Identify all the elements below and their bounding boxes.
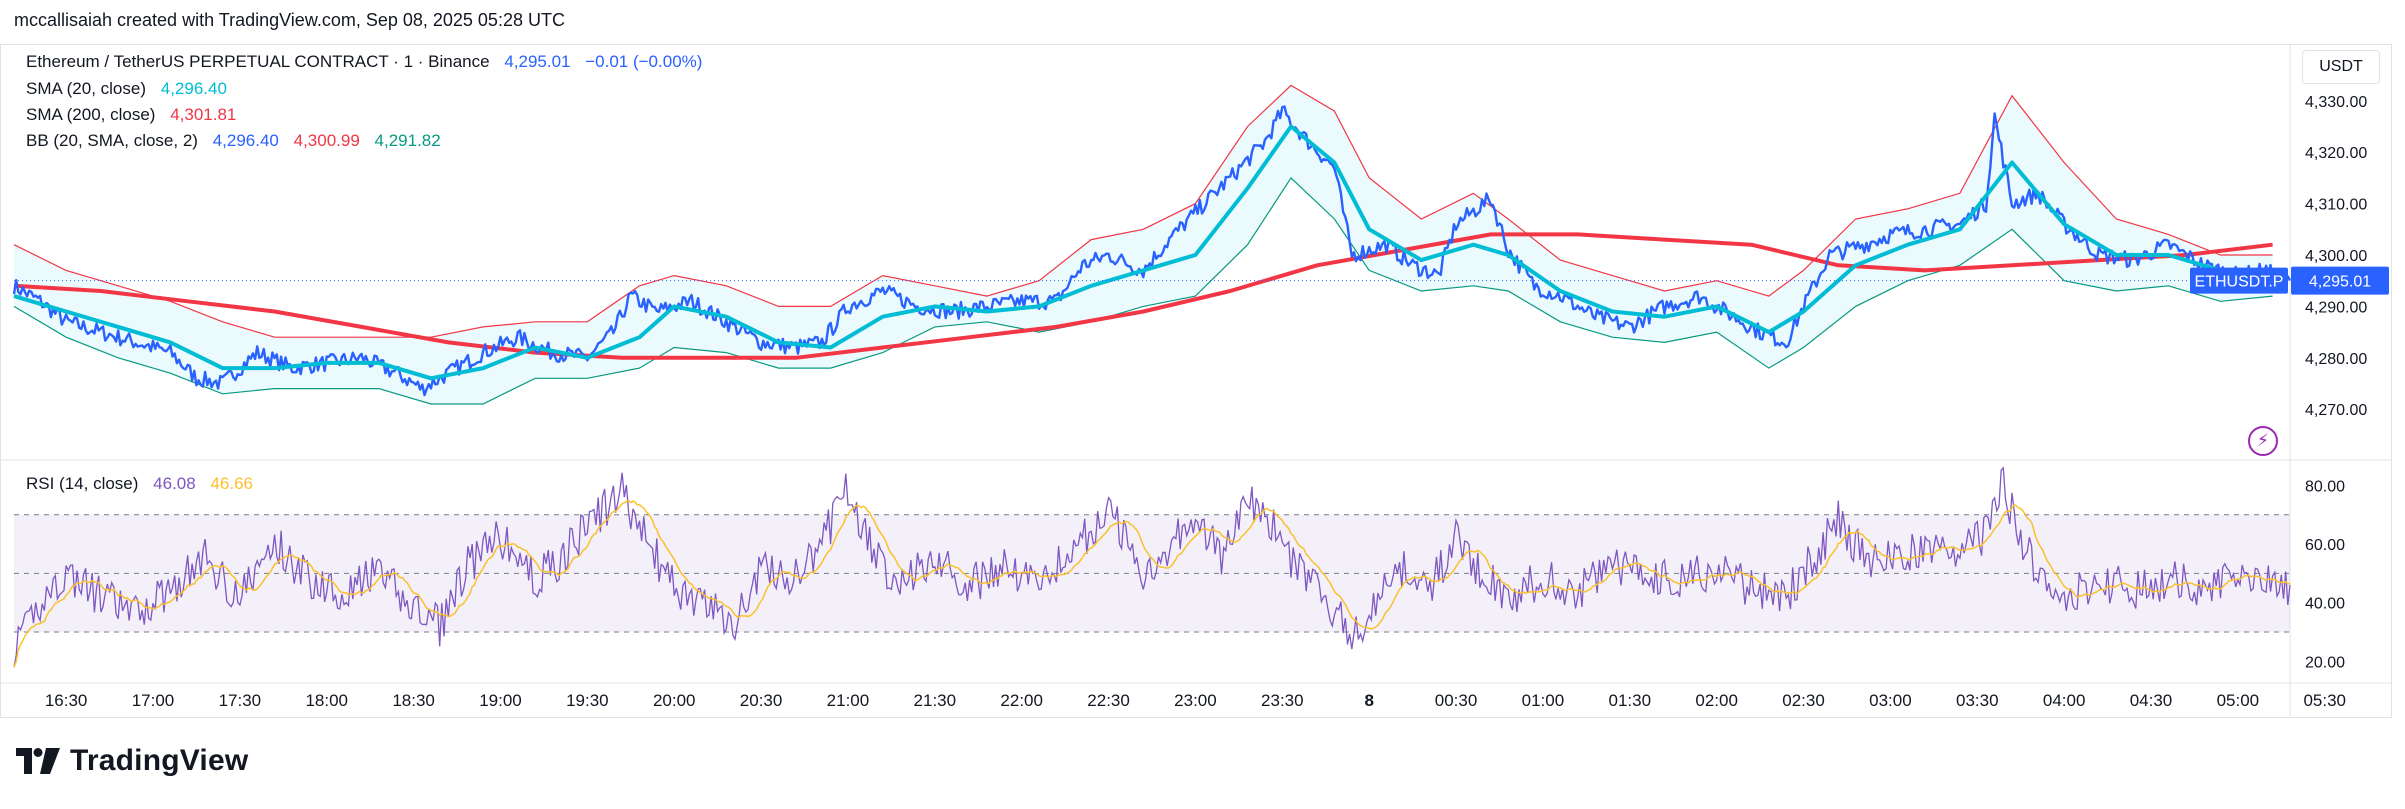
sma20-legend[interactable]: SMA (20, close) 4,296.40 [26, 79, 237, 99]
symbol-legend[interactable]: Ethereum / TetherUS PERPETUAL CONTRACT ·… [26, 52, 712, 72]
rsi-legend[interactable]: RSI (14, close) 46.08 46.66 [26, 474, 263, 494]
lightning-bolt-icon[interactable]: ⚡ [2248, 426, 2278, 456]
sma200-value: 4,301.81 [170, 105, 237, 124]
sma200-legend[interactable]: SMA (200, close) 4,301.81 [26, 105, 246, 125]
sma200-label: SMA (200, close) [26, 105, 156, 124]
sma20-value: 4,296.40 [160, 79, 227, 98]
last-price-value: 4,295.01 [504, 52, 571, 71]
rsi-label: RSI (14, close) [26, 474, 139, 493]
sma20-label: SMA (20, close) [26, 79, 146, 98]
bollinger-legend[interactable]: BB (20, SMA, close, 2) 4,296.40 4,300.99… [26, 131, 451, 151]
symbol-title: Ethereum / TetherUS PERPETUAL CONTRACT ·… [26, 52, 490, 71]
bb-lower-value: 4,291.82 [374, 131, 441, 150]
currency-unit-button[interactable]: USDT [2302, 50, 2380, 84]
bb-label: BB (20, SMA, close, 2) [26, 131, 198, 150]
chart-frame [0, 44, 2392, 718]
rsi-value: 46.08 [153, 474, 196, 493]
chart-credit: mccallisaiah created with TradingView.co… [14, 10, 565, 30]
tradingview-brand[interactable]: TradingView [16, 744, 248, 778]
bb-basis-value: 4,296.40 [212, 131, 279, 150]
price-change-value: −0.01 (−0.00%) [585, 52, 703, 71]
rsi-ma-value: 46.66 [210, 474, 253, 493]
tradingview-logo-icon [16, 748, 60, 774]
bb-upper-value: 4,300.99 [293, 131, 360, 150]
brand-name: TradingView [70, 744, 249, 777]
